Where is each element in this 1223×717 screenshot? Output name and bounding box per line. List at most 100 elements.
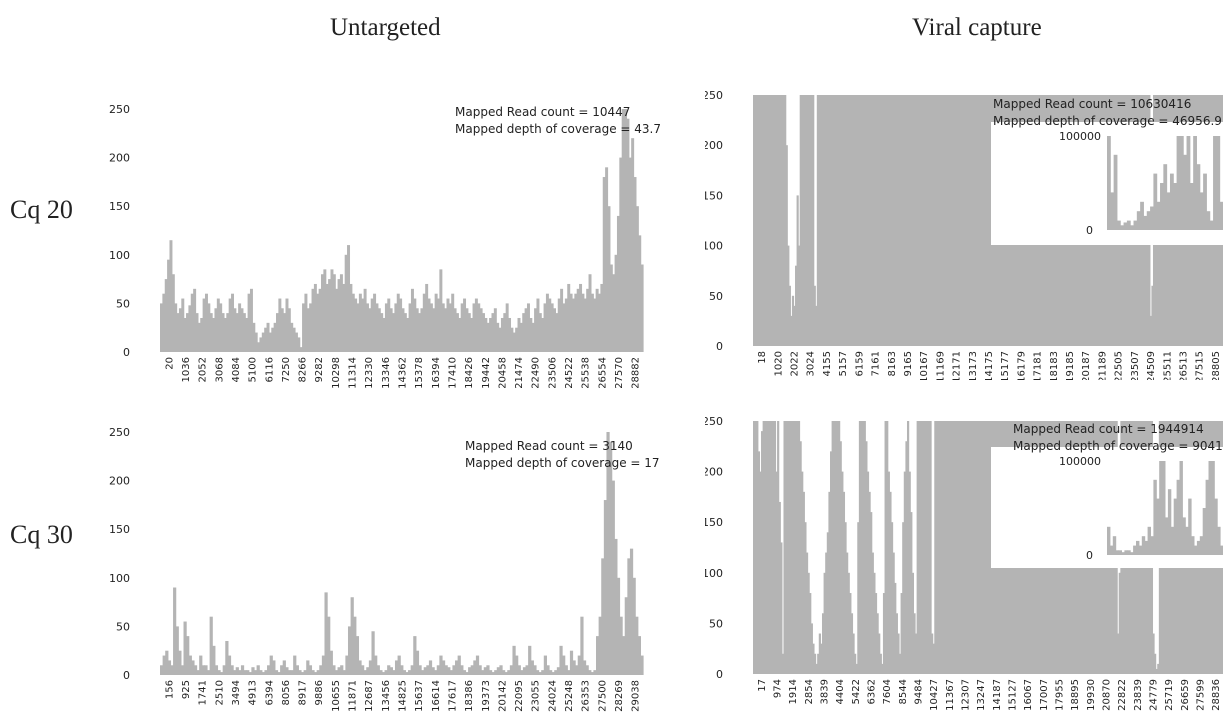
coverage-bar <box>910 512 913 674</box>
coverage-bar <box>204 293 208 352</box>
inset-y-tick-label: 100000 <box>1059 130 1101 143</box>
inset-bar <box>1116 220 1121 230</box>
coverage-bar <box>866 471 870 674</box>
coverage-bar <box>971 421 974 674</box>
coverage-bar <box>951 421 955 674</box>
coverage-bar <box>321 655 326 675</box>
coverage-bar <box>955 421 958 674</box>
x-tick-label: 1741 <box>198 680 209 705</box>
x-tick-label: 7604 <box>882 679 893 704</box>
coverage-bar <box>423 667 427 675</box>
coverage-bar <box>504 672 508 675</box>
coverage-bar <box>963 421 966 674</box>
coverage-bar <box>972 95 975 346</box>
coverage-bar <box>967 95 970 346</box>
coverage-bar <box>883 95 886 346</box>
inset-bar <box>1185 526 1189 555</box>
coverage-bar <box>640 655 644 675</box>
x-tick-label: 9484 <box>914 679 925 704</box>
coverage-bar <box>930 95 933 346</box>
coverage-bar <box>1117 633 1120 674</box>
coverage-bar <box>870 512 873 674</box>
coverage-bar <box>927 95 930 346</box>
y-tick-label: 100 <box>705 240 723 253</box>
coverage-bar <box>862 421 865 674</box>
coverage-bar <box>889 491 892 674</box>
coverage-bar <box>881 663 884 674</box>
coverage-bar <box>351 293 355 352</box>
y-tick-label: 250 <box>705 415 723 428</box>
coverage-bar <box>444 308 448 352</box>
coverage-bar <box>323 269 327 352</box>
coverage-bar <box>439 655 443 675</box>
x-tick-label: 7161 <box>871 351 882 376</box>
coverage-bar <box>283 313 287 352</box>
inset-bar <box>1209 220 1214 230</box>
coverage-bar <box>355 636 360 675</box>
x-tick-label: 19442 <box>481 357 492 388</box>
coverage-bar <box>869 95 872 346</box>
x-tick-label: 28882 <box>631 357 642 388</box>
coverage-bar <box>500 317 504 352</box>
coverage-bar <box>611 480 615 675</box>
coverage-bar <box>520 670 524 675</box>
coverage-bar <box>777 421 780 674</box>
coverage-bar <box>833 95 837 346</box>
coverage-bar <box>809 593 812 674</box>
coverage-bar <box>873 572 876 674</box>
coverage-bar <box>441 660 446 675</box>
coverage-bar <box>935 421 939 674</box>
coverage-bar <box>554 670 558 675</box>
inset-bar <box>1203 173 1207 230</box>
x-tick-label: 2022 <box>790 351 801 376</box>
coverage-bar <box>541 317 545 352</box>
coverage-bar <box>526 303 530 352</box>
coverage-bar <box>311 670 315 675</box>
coverage-bar <box>980 95 983 346</box>
inset-y-tick-label: 0 <box>1086 549 1093 562</box>
coverage-bar <box>801 471 804 674</box>
coverage-bar <box>432 308 436 352</box>
inset-bar <box>1202 508 1207 555</box>
coverage-bar <box>334 670 339 675</box>
x-tick-label: 4155 <box>822 351 833 376</box>
coverage-bar <box>866 95 869 346</box>
inset-bar <box>1146 211 1151 230</box>
inset-bar <box>1153 173 1158 230</box>
coverage-bar <box>510 327 514 352</box>
coverage-bar <box>902 522 905 674</box>
inset-bar <box>1179 136 1184 230</box>
row-label-cq30: Cq 30 <box>10 520 73 549</box>
coverage-bar <box>791 421 794 674</box>
x-tick-label: 23839 <box>1133 679 1144 711</box>
coverage-bar <box>939 421 942 674</box>
x-tick-label: 17 <box>757 679 768 692</box>
coverage-bar <box>249 288 253 352</box>
coverage-bar <box>408 303 412 352</box>
coverage-bar <box>753 95 756 346</box>
coverage-bar <box>598 616 602 675</box>
coverage-bar <box>834 421 838 674</box>
coverage-bar <box>910 95 913 346</box>
x-tick-label: 156 <box>164 680 175 699</box>
coverage-bar <box>277 672 281 675</box>
coverage-bar <box>609 264 613 352</box>
coverage-bar <box>379 670 383 675</box>
coverage-bar <box>760 95 763 346</box>
coverage-bar <box>1157 663 1160 674</box>
coverage-bar <box>170 665 174 675</box>
coverage-bar <box>791 295 795 346</box>
coverage-bar <box>787 245 790 346</box>
y-tick-label: 200 <box>705 139 723 152</box>
coverage-bar <box>602 177 606 352</box>
coverage-bar <box>926 421 929 674</box>
inset-bar <box>1166 192 1171 230</box>
coverage-bar <box>489 317 493 352</box>
coverage-bar <box>444 665 448 675</box>
coverage-bar <box>908 471 911 674</box>
coverage-bar <box>931 95 935 346</box>
coverage-bar <box>855 663 858 674</box>
x-tick-label: 3068 <box>214 357 225 382</box>
x-tick-label: 26513 <box>1178 351 1189 380</box>
y-tick-label: 100 <box>109 249 130 262</box>
